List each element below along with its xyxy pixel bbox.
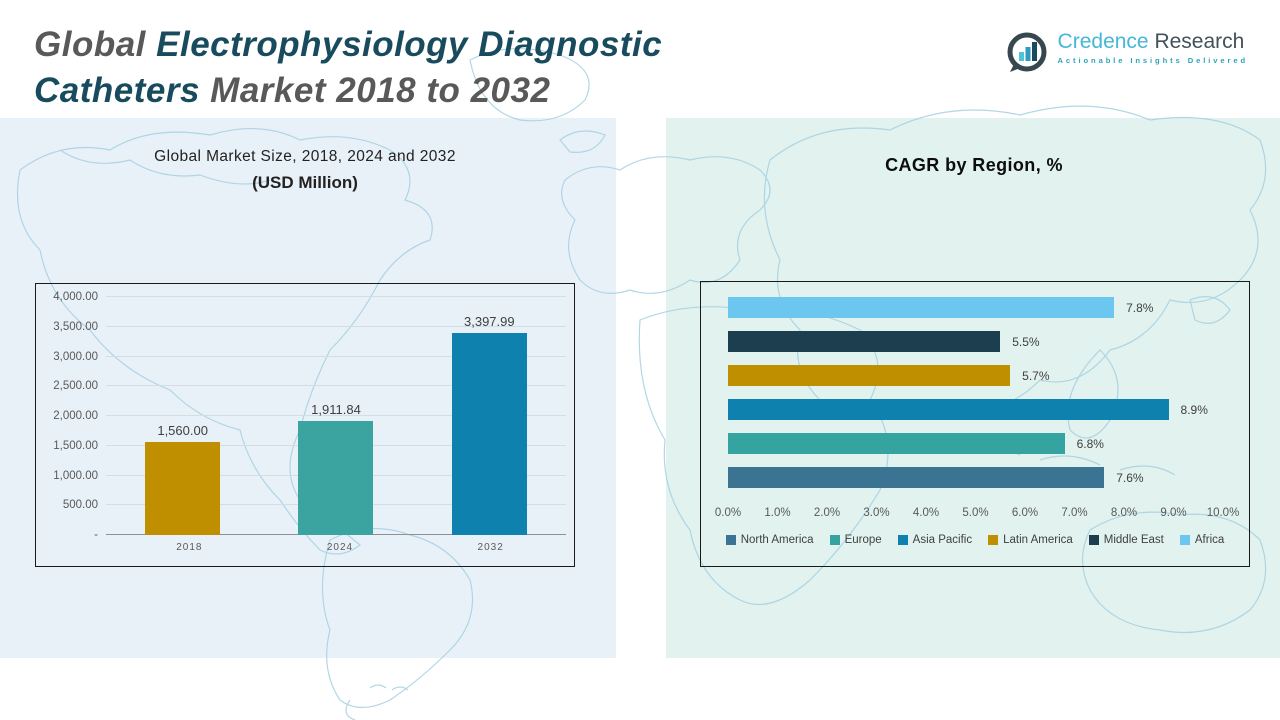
legend-swatch	[725, 535, 736, 545]
bar-2018	[145, 442, 221, 535]
market-size-y-axis: 4,000.00 3,500.00 3,000.00 2,500.00 2,000.00…	[36, 291, 106, 541]
market-size-title-line2: (USD Million)	[252, 173, 358, 192]
y-tick-label: 1,500.00	[53, 439, 98, 452]
logo-tagline: Actionable Insights Delivered	[1057, 56, 1248, 66]
logo-name-credence: Credence	[1057, 30, 1155, 53]
x-tick-label: 10.0%	[1206, 507, 1240, 519]
x-tick-label: 2018	[176, 542, 203, 553]
credence-research-logo: Credence Research Actionable Insights De…	[1004, 30, 1248, 76]
bar-value-label: 5.7%	[1022, 368, 1050, 383]
bar-latin-america	[728, 365, 1011, 386]
y-tick-label: 1,000.00	[53, 469, 98, 482]
x-tick-label: 1.0%	[764, 507, 791, 519]
logo-name-research: Research	[1154, 30, 1245, 53]
y-tick-label: -	[94, 529, 98, 541]
legend-swatch	[897, 535, 908, 545]
cagr-legend: North America Europe Asia Pacific Latin Ame…	[701, 534, 1249, 546]
bar-value-label: 5.5%	[1012, 334, 1040, 349]
bar-row-asia-pacific: 8.9%	[728, 399, 1223, 420]
bar-row-middle-east: 5.5%	[728, 331, 1223, 352]
market-size-plot-area: 1,560.00 1,911.84 3,397.99	[106, 296, 566, 535]
logo-chart-bubble-icon	[1007, 32, 1047, 72]
bar-value-label: 3,397.99	[464, 313, 515, 329]
legend-item-europe: Europe	[829, 534, 882, 546]
market-size-x-axis: 2018 2024 2032	[114, 542, 566, 553]
bar-group-2024: 1,911.84	[298, 297, 374, 535]
x-tick-label: 0.0%	[714, 507, 742, 519]
y-tick-label: 2,500.00	[53, 380, 98, 393]
logo-name: Credence Research	[1058, 30, 1248, 53]
legend-item-middle-east: Middle East	[1088, 534, 1164, 546]
market-size-title-line1: Global Market Size, 2018, 2024 and 2032	[154, 148, 456, 165]
x-tick-label: 2024	[326, 542, 354, 553]
legend-item-africa: Africa	[1179, 534, 1225, 546]
y-tick-label: 4,000.00	[53, 291, 98, 303]
bar-value-label: 6.8%	[1076, 436, 1104, 451]
legend-swatch	[829, 535, 840, 545]
bar-value-label: 1,560.00	[157, 423, 208, 439]
page-title: Global Electrophysiology Diagnostic Cath…	[34, 22, 824, 114]
x-tick-label: 2.0%	[813, 507, 841, 519]
bar-group-2032: 3,397.99	[451, 297, 527, 535]
legend-swatch	[988, 535, 999, 545]
bar-africa	[728, 297, 1115, 318]
bar-value-label: 7.6%	[1116, 470, 1144, 485]
title-segment-global: Global	[34, 25, 157, 64]
bar-row-latin-america: 5.7%	[728, 365, 1223, 386]
market-size-bar-chart: 4,000.00 3,500.00 3,000.00 2,500.00 2,000.00…	[35, 283, 575, 567]
y-tick-label: 2,000.00	[53, 410, 98, 422]
bar-group-2018: 1,560.00	[145, 297, 221, 535]
x-tick-label: 8.0%	[1110, 507, 1138, 519]
x-tick-label: 2032	[477, 542, 504, 553]
legend-label: Latin America	[1003, 534, 1073, 546]
legend-label: Europe	[844, 534, 882, 546]
cagr-x-axis: 0.0% 1.0% 2.0% 3.0% 4.0% 5.0% 6.0% 7.0% 8.0% 9.0%…	[715, 507, 1239, 523]
x-tick-label: 9.0%	[1160, 507, 1187, 519]
x-tick-label: 3.0%	[863, 507, 890, 519]
legend-item-north-america: North America	[725, 534, 814, 546]
bar-middle-east	[728, 331, 1001, 352]
x-tick-label: 7.0%	[1061, 507, 1088, 519]
bar-2032	[451, 332, 527, 535]
bar-europe	[728, 433, 1065, 454]
legend-label: North America	[740, 534, 814, 546]
bar-2024	[298, 421, 374, 535]
market-size-chart-title: Global Market Size, 2018, 2024 and 2032 …	[35, 148, 575, 193]
bar-row-africa: 7.8%	[728, 297, 1223, 318]
y-tick-label: 3,000.00	[53, 350, 98, 363]
bar-north-america	[728, 467, 1105, 488]
y-tick-label: 3,500.00	[53, 320, 98, 333]
y-tick-label: 500.00	[62, 499, 98, 512]
cagr-chart-title: CAGR by Region, %	[885, 155, 1063, 175]
legend-swatch	[1179, 535, 1190, 545]
x-tick-label: 4.0%	[912, 507, 940, 519]
cagr-bar-chart: 7.8% 5.5% 5.7% 8.9% 6.8% 7.6% 0.0% 1.0% 2.0% 3.0…	[700, 281, 1250, 567]
bar-asia-pacific	[728, 399, 1169, 420]
legend-label: Asia Pacific	[912, 534, 973, 546]
bar-value-label: 8.9%	[1180, 402, 1208, 417]
legend-label: Africa	[1194, 534, 1225, 546]
x-tick-label: 5.0%	[962, 507, 989, 519]
cagr-plot-area: 7.8% 5.5% 5.7% 8.9% 6.8% 7.6%	[728, 297, 1223, 501]
title-segment-years: Market 2018 to 2032	[199, 71, 551, 111]
legend-item-latin-america: Latin America	[988, 534, 1073, 546]
bar-row-europe: 6.8%	[728, 433, 1223, 454]
legend-label: Middle East	[1103, 534, 1164, 546]
bar-row-north-america: 7.6%	[728, 467, 1223, 488]
legend-swatch	[1088, 535, 1099, 545]
x-tick-label: 6.0%	[1011, 507, 1039, 519]
title-segment-keyword: Electrophysiology Diagnostic Catheters	[34, 25, 663, 111]
bar-value-label: 7.8%	[1126, 300, 1154, 315]
bar-value-label: 1,911.84	[311, 402, 361, 418]
legend-item-asia-pacific: Asia Pacific	[897, 534, 973, 546]
